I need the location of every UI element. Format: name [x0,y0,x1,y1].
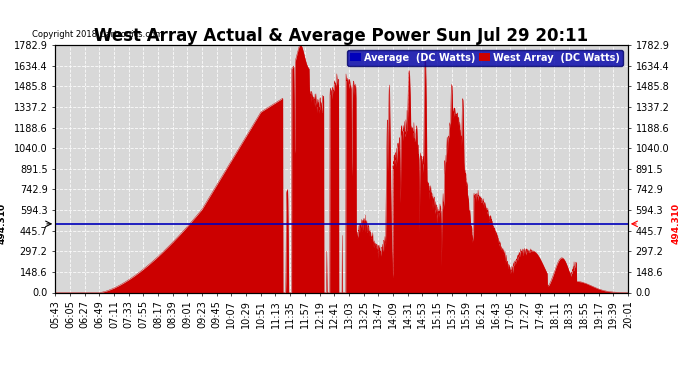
Legend: Average  (DC Watts), West Array  (DC Watts): Average (DC Watts), West Array (DC Watts… [347,50,623,66]
Text: 494.310: 494.310 [0,203,7,244]
Text: Copyright 2018 Cartronics.com: Copyright 2018 Cartronics.com [32,30,164,39]
Text: 494.310: 494.310 [672,203,681,244]
Title: West Array Actual & Average Power Sun Jul 29 20:11: West Array Actual & Average Power Sun Ju… [95,27,589,45]
